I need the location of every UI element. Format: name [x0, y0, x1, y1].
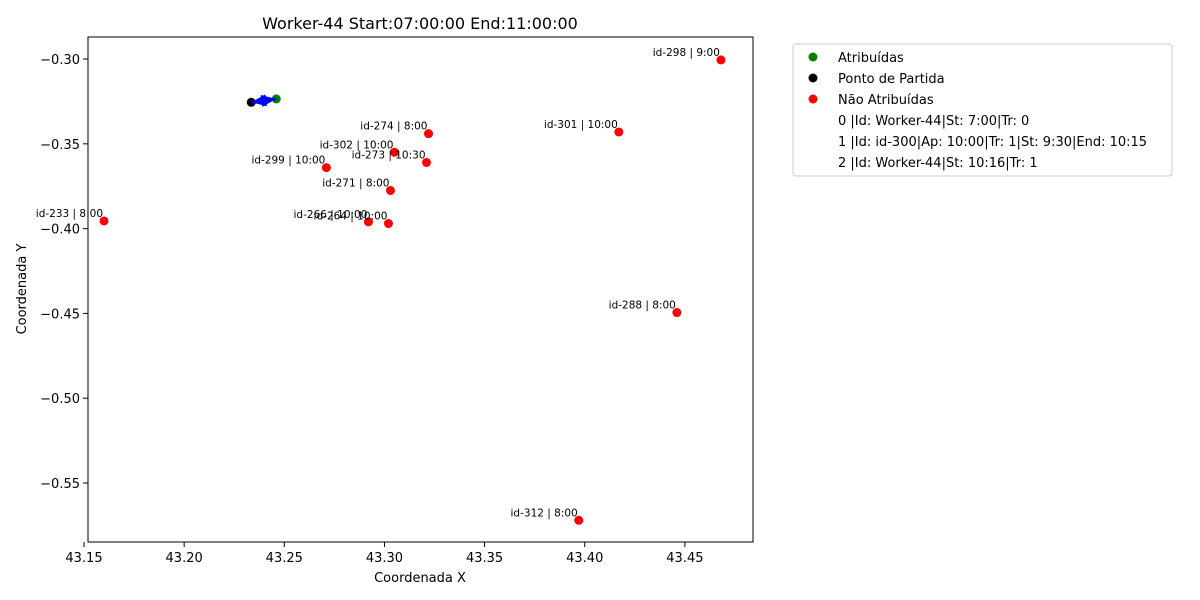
legend-marker: [808, 52, 818, 62]
legend-marker: [808, 94, 818, 104]
data-point: [422, 157, 432, 167]
y-tick-label: −0.40: [40, 223, 80, 238]
x-tick-label: 43.25: [266, 551, 303, 566]
x-tick-label: 43.35: [466, 551, 503, 566]
data-point: [389, 147, 399, 157]
point-label: id-266 | 10:00: [294, 209, 368, 221]
point-label: id-264 | 10:00: [314, 211, 388, 223]
point-label: id-298 | 9:00: [653, 47, 720, 59]
y-axis: −0.30 −0.35 −0.40 −0.45 −0.50 −0.55: [40, 53, 88, 492]
points-layer: [99, 55, 726, 525]
point-label: id-301 | 10:00: [544, 119, 618, 131]
data-point: [574, 515, 584, 525]
data-point: [614, 127, 624, 137]
legend-entry: Atribuídas: [838, 51, 904, 66]
data-point: [363, 217, 373, 227]
legend: Atribuídas Ponto de Partida Não Atribuídas…: [792, 43, 1173, 177]
legend-entry: Ponto de Partida: [838, 72, 945, 87]
point-label: id-312 | 8:00: [511, 507, 578, 519]
y-axis-label: Coordenada Y: [15, 244, 30, 335]
x-axis: 43.15 43.20 43.25 43.30 43.35 43.40 43.45: [65, 542, 704, 566]
x-tick-label: 43.15: [65, 551, 102, 566]
route-arrows-layer: [251, 94, 277, 107]
point-label: id-271 | 8:00: [322, 177, 389, 189]
x-axis-label: Coordenada X: [374, 571, 466, 586]
y-tick-label: −0.35: [40, 138, 80, 153]
legend-entry: 0 |Id: Worker-44|St: 7:00|Tr: 0: [838, 114, 1029, 129]
x-tick-label: 43.20: [166, 551, 203, 566]
legend-entry: Não Atribuídas: [838, 93, 934, 108]
x-tick-label: 43.40: [566, 551, 603, 566]
legend-marker: [808, 73, 818, 83]
data-point: [716, 55, 726, 65]
point-label: id-302 | 10:00: [320, 139, 394, 151]
data-point: [383, 219, 393, 229]
point-label: id-273 | 10:30: [352, 149, 426, 161]
data-point: [424, 129, 434, 139]
plot-frame: [87, 36, 754, 543]
point-labels-layer: id-298 | 9:00 id-274 | 8:00 id-301 | 10:00…: [36, 47, 720, 519]
legend-entry: 2 |Id: Worker-44|St: 10:16|Tr: 1: [838, 156, 1038, 171]
x-tick-label: 43.45: [666, 551, 703, 566]
point-label: id-274 | 8:00: [360, 121, 427, 133]
y-tick-label: −0.45: [40, 307, 80, 322]
legend-box: [792, 43, 1173, 177]
route-arrow-head: [251, 94, 267, 107]
point-label: id-288 | 8:00: [609, 300, 676, 312]
route-arrow-shaft: [265, 97, 277, 102]
data-point: [321, 163, 331, 173]
y-tick-label: −0.55: [40, 477, 80, 492]
point-label: id-299 | 10:00: [251, 155, 325, 167]
point-label: id-233 | 8:00: [36, 208, 103, 220]
data-point: [99, 216, 109, 226]
y-tick-label: −0.30: [40, 53, 80, 68]
data-point: [385, 185, 395, 195]
x-tick-label: 43.30: [366, 551, 403, 566]
data-point: [672, 308, 682, 318]
chart-title: Worker-44 Start:07:00:00 End:11:00:00: [262, 14, 578, 33]
y-tick-label: −0.50: [40, 392, 80, 407]
legend-entry: 1 |Id: id-300|Ap: 10:00|Tr: 1|St: 9:30|E…: [838, 135, 1147, 150]
